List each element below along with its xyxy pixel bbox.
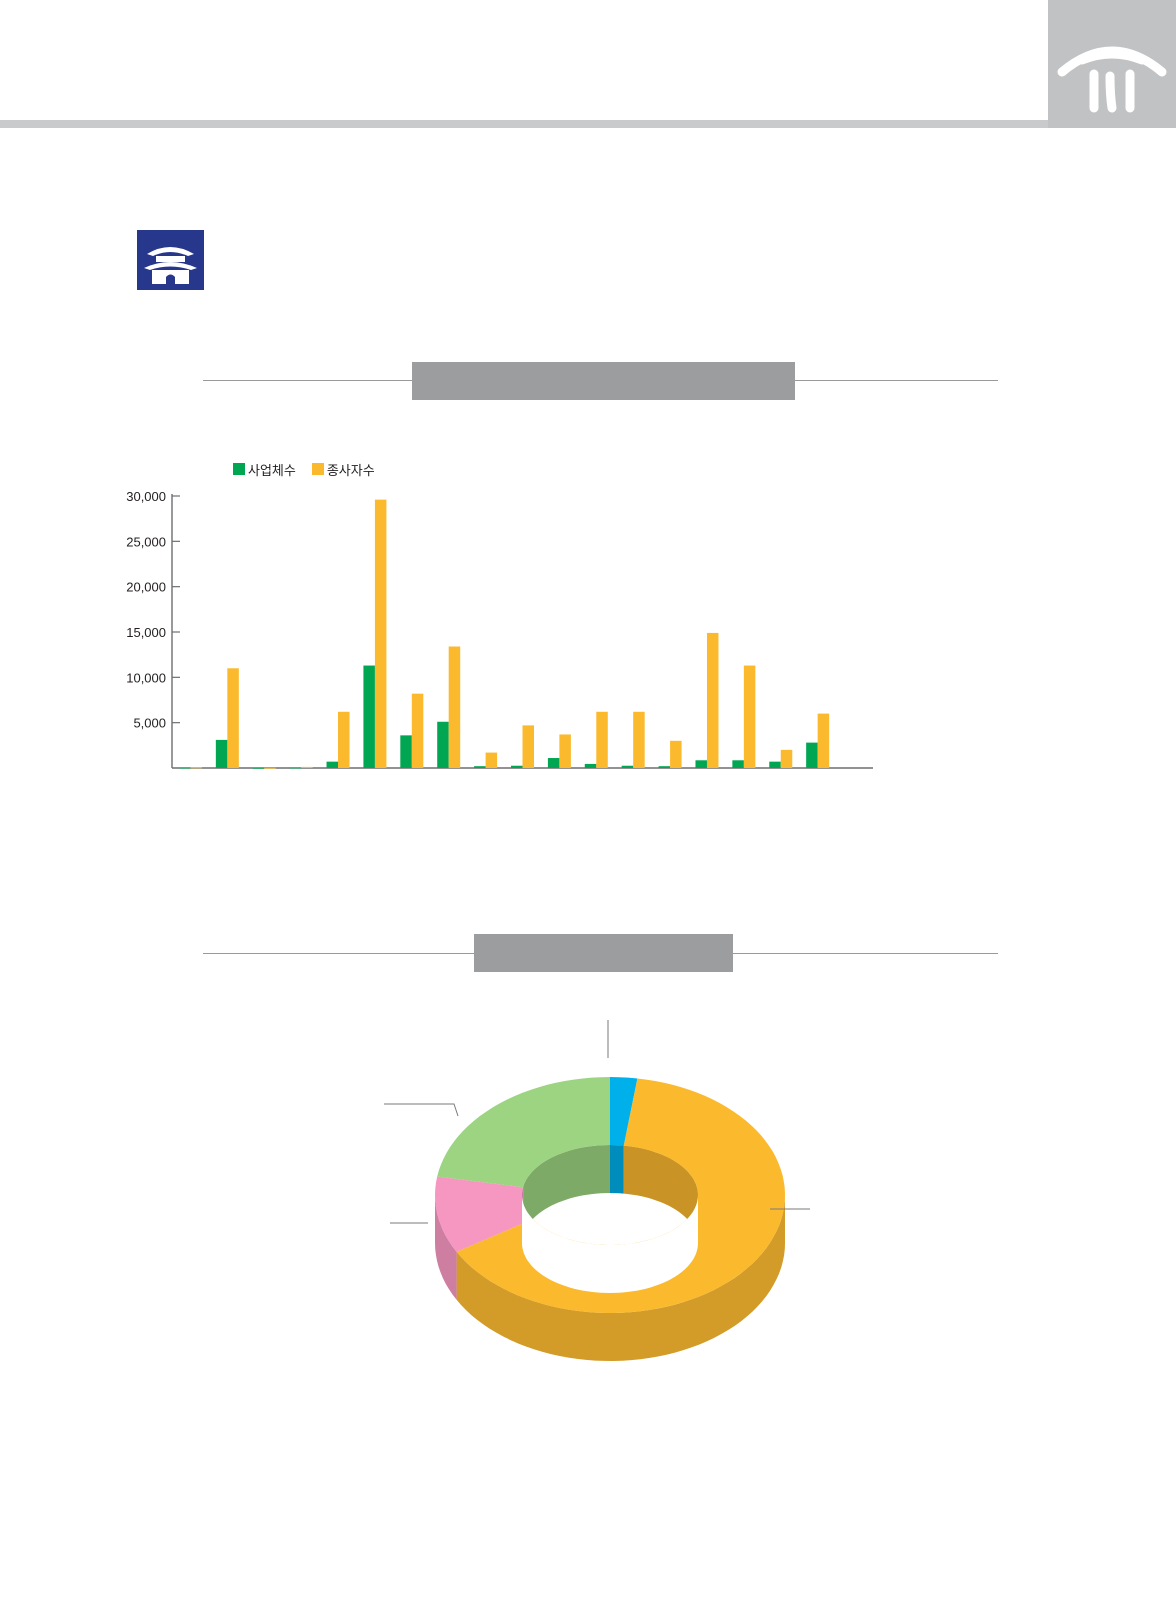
bar-workers — [264, 767, 276, 769]
bar-establishments — [769, 761, 781, 768]
bar-establishments — [437, 721, 449, 768]
bar-establishments — [695, 760, 707, 768]
y-tick-label: 25,000 — [126, 534, 166, 549]
bar-workers — [780, 749, 793, 768]
bar-establishments — [547, 758, 560, 768]
bar-workers — [817, 713, 830, 768]
chart2-title-bar — [474, 934, 733, 972]
bar-establishments — [511, 765, 523, 768]
y-tick-label: 15,000 — [126, 625, 166, 640]
bar-workers — [706, 632, 719, 768]
bar-establishments — [215, 739, 228, 768]
bar-establishments — [474, 766, 486, 768]
bar-workers — [522, 725, 534, 768]
bar-workers — [670, 740, 682, 768]
bar-establishments — [289, 767, 302, 769]
donut-hole — [522, 1195, 698, 1293]
donut-side-wall — [435, 1195, 457, 1300]
chart1-title-bar — [412, 362, 795, 400]
bar-establishments — [584, 763, 597, 768]
bar-workers — [374, 499, 387, 768]
bar-establishments — [363, 665, 375, 768]
bar-workers — [596, 711, 608, 768]
bar-establishments — [400, 735, 412, 768]
bar-workers — [338, 711, 350, 768]
legend-label-establishments: 사업체수 — [248, 463, 296, 479]
bar-workers — [190, 767, 202, 769]
donut-inner-wall — [523, 1145, 610, 1236]
legend-label-workers: 종사자수 — [326, 463, 375, 479]
bar-establishments — [178, 767, 191, 769]
bar-workers — [633, 711, 645, 768]
bar-establishments — [806, 742, 818, 768]
bar-establishments — [732, 760, 744, 768]
y-tick-label: 20,000 — [126, 580, 166, 595]
donut-slice — [435, 1176, 533, 1252]
donut-inner-wall — [623, 1145, 698, 1243]
bar-establishments — [621, 765, 634, 768]
bar-workers — [559, 734, 571, 768]
legend-swatch-orange — [311, 463, 324, 475]
bar-workers — [485, 752, 498, 768]
donut-slice — [610, 1077, 638, 1146]
donut-side-wall — [456, 1195, 785, 1361]
nested-roof-logo-icon — [1057, 46, 1167, 113]
bar-workers — [227, 668, 239, 768]
legend-item-workers: 종사자수 — [311, 460, 375, 479]
bar-workers — [448, 646, 461, 768]
bar-establishments — [252, 767, 265, 769]
bar-chart-legend: 사업체수 종사자수 — [233, 459, 391, 479]
bar-establishments — [326, 761, 339, 768]
palace-gate-icon — [137, 230, 204, 290]
y-tick-label: 30,000 — [126, 489, 166, 504]
donut-inner-wall — [610, 1145, 624, 1194]
bar-workers — [743, 665, 756, 768]
leader-line — [384, 1103, 459, 1117]
leader-line — [607, 1020, 609, 1058]
donut-slice — [437, 1077, 610, 1188]
donut-chart — [384, 1020, 810, 1361]
bar-chart: 5,000 10,000 15,000 20,000 25,000 30,000 — [126, 489, 873, 769]
legend-item-establishments: 사업체수 — [233, 460, 296, 479]
legend-swatch-green — [233, 463, 245, 475]
bar-workers — [411, 693, 424, 768]
y-tick-label: 5,000 — [133, 716, 166, 731]
y-tick-label: 10,000 — [126, 670, 166, 685]
header-rule — [0, 120, 1176, 128]
bar-workers — [301, 766, 313, 768]
corner-tab — [1048, 0, 1176, 128]
bar-establishments — [658, 766, 671, 768]
